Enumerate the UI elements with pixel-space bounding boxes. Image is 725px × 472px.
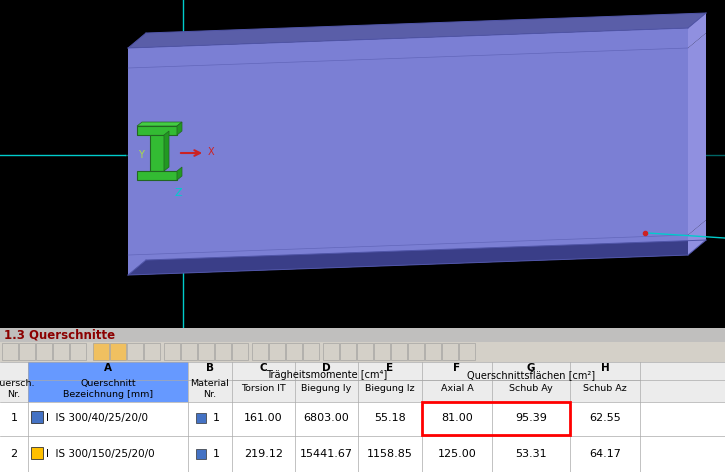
Bar [198, 343, 214, 360]
Polygon shape [128, 13, 706, 48]
Text: Querschnittsflächen [cm²]: Querschnittsflächen [cm²] [467, 370, 595, 379]
Bar [181, 343, 197, 360]
Bar [269, 343, 285, 360]
Text: 55.18: 55.18 [374, 413, 406, 423]
Polygon shape [164, 131, 169, 171]
Text: 125.00: 125.00 [438, 449, 476, 459]
Text: I  IS 300/150/25/20/0: I IS 300/150/25/20/0 [46, 449, 154, 459]
Bar [323, 343, 339, 360]
Text: 1: 1 [212, 413, 220, 423]
Text: I  IS 300/40/25/20/0: I IS 300/40/25/20/0 [46, 413, 148, 423]
Bar [374, 343, 390, 360]
Text: Quersch.
Nr.: Quersch. Nr. [0, 379, 36, 399]
Bar [28, 362, 188, 402]
Text: A: A [104, 363, 112, 373]
Bar [422, 402, 570, 435]
Bar [70, 343, 86, 360]
Polygon shape [177, 167, 182, 180]
Text: 95.39: 95.39 [515, 413, 547, 423]
Bar [425, 343, 441, 360]
Bar [137, 126, 177, 135]
Text: Y: Y [138, 150, 144, 160]
Bar [459, 343, 475, 360]
Bar [0, 328, 725, 342]
Text: 53.31: 53.31 [515, 449, 547, 459]
Polygon shape [128, 28, 688, 275]
Bar [0, 362, 725, 402]
Bar [31, 447, 43, 459]
Bar [31, 412, 43, 423]
Polygon shape [128, 240, 706, 275]
Polygon shape [177, 122, 182, 135]
Text: 219.12: 219.12 [244, 449, 283, 459]
Bar [53, 343, 69, 360]
Text: Schub Az: Schub Az [583, 384, 627, 393]
Text: D: D [322, 363, 331, 373]
Polygon shape [137, 122, 182, 126]
Text: 2: 2 [10, 449, 17, 459]
Text: H: H [600, 363, 610, 373]
Text: E: E [386, 363, 394, 373]
Bar [137, 171, 177, 180]
Text: Material
Nr.: Material Nr. [191, 379, 229, 399]
Text: 62.55: 62.55 [589, 413, 621, 423]
Bar [252, 343, 268, 360]
Text: 1: 1 [10, 413, 17, 423]
Bar [215, 343, 231, 360]
Text: 161.00: 161.00 [244, 413, 283, 423]
Text: 1.3 Querschnitte: 1.3 Querschnitte [4, 329, 115, 341]
Text: Z: Z [175, 188, 183, 198]
Text: Querschnitt
Bezeichnung [mm]: Querschnitt Bezeichnung [mm] [63, 379, 153, 399]
Bar [196, 449, 206, 459]
Bar [93, 343, 109, 360]
Bar [357, 343, 373, 360]
Bar [286, 343, 302, 360]
Bar [144, 343, 160, 360]
Bar [391, 343, 407, 360]
Text: B: B [206, 363, 214, 373]
Text: Schub Ay: Schub Ay [509, 384, 553, 393]
Text: 15441.67: 15441.67 [300, 449, 353, 459]
Text: Torsion IT: Torsion IT [241, 384, 286, 393]
Text: C: C [260, 363, 268, 373]
Text: F: F [453, 363, 460, 373]
Bar [150, 135, 164, 171]
Bar [340, 343, 356, 360]
Text: Axial A: Axial A [441, 384, 473, 393]
Bar [303, 343, 319, 360]
Bar [232, 343, 248, 360]
Text: 81.00: 81.00 [441, 413, 473, 423]
Bar [0, 342, 725, 362]
Text: G: G [527, 363, 535, 373]
Bar [127, 343, 143, 360]
Text: 1158.85: 1158.85 [367, 449, 413, 459]
Bar [2, 343, 18, 360]
Text: Biegung Iz: Biegung Iz [365, 384, 415, 393]
Polygon shape [688, 13, 706, 48]
Text: X: X [208, 147, 215, 157]
Bar [19, 343, 35, 360]
Text: 1: 1 [212, 449, 220, 459]
Bar [164, 343, 180, 360]
Bar [408, 343, 424, 360]
Polygon shape [688, 33, 706, 235]
Polygon shape [688, 220, 706, 255]
Text: 64.17: 64.17 [589, 449, 621, 459]
Bar [0, 362, 725, 472]
Bar [196, 413, 206, 423]
Bar [36, 343, 52, 360]
Bar [442, 343, 458, 360]
Text: Biegung Iy: Biegung Iy [302, 384, 352, 393]
Text: Trägheitsmomente [cm⁴]: Trägheitsmomente [cm⁴] [266, 370, 388, 379]
Text: 6803.00: 6803.00 [304, 413, 349, 423]
Bar [110, 343, 126, 360]
